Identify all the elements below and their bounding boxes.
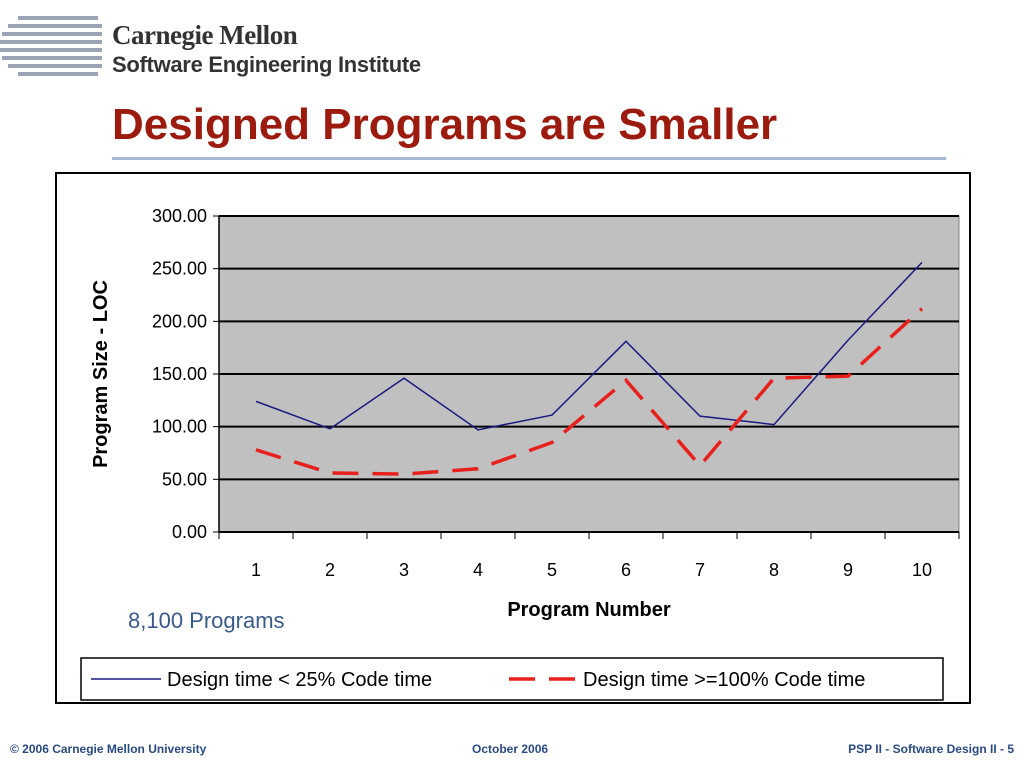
x-tick-label: 7 [695,560,705,580]
y-tick-label: 100.00 [152,417,207,437]
x-tick-label: 6 [621,560,631,580]
sei-logo-stripes-icon [0,16,102,76]
x-axis-title: Program Number [507,599,671,621]
y-tick-label: 200.00 [152,311,207,331]
footer-copyright: © 2006 Carnegie Mellon University [10,742,207,756]
footer-date: October 2006 [472,742,549,756]
chart-frame: 0.00 50.00 100.00 150.00 200.00 250.00 300.00 1… [55,172,971,704]
y-tick-label: 250.00 [152,259,207,279]
x-tick-label: 4 [473,560,483,580]
x-tick-label: 9 [843,560,853,580]
x-tick-label: 5 [547,560,557,580]
logo-institute-name: Software Engineering Institute [112,52,421,77]
legend-label-series-1: Design time < 25% Code time [167,669,432,691]
y-tick-label: 300.00 [152,206,207,226]
title-divider [112,157,946,160]
x-tick-label: 3 [399,560,409,580]
y-axis-title: Program Size - LOC [90,280,112,468]
y-tick-label: 50.00 [162,469,207,489]
x-tick-label: 10 [912,560,932,580]
x-tick-label: 2 [325,560,335,580]
x-tick-label: 1 [251,560,261,580]
line-chart: 0.00 50.00 100.00 150.00 200.00 250.00 300.00 1… [80,206,960,701]
footer-slide-id: PSP II - Software Design II - 5 [848,742,1014,756]
series-line-1 [255,261,923,431]
legend-label-series-2: Design time >=100% Code time [583,669,865,691]
program-count-note: 8,100 Programs [128,608,285,633]
y-tick-label: 150.00 [152,364,207,384]
y-tick-label: 0.00 [172,522,207,542]
slide-title: Designed Programs are Smaller [112,100,778,149]
series-line-2 [255,307,924,476]
x-tick-label: 8 [769,560,779,580]
logo-university-name: Carnegie Mellon [112,20,298,50]
